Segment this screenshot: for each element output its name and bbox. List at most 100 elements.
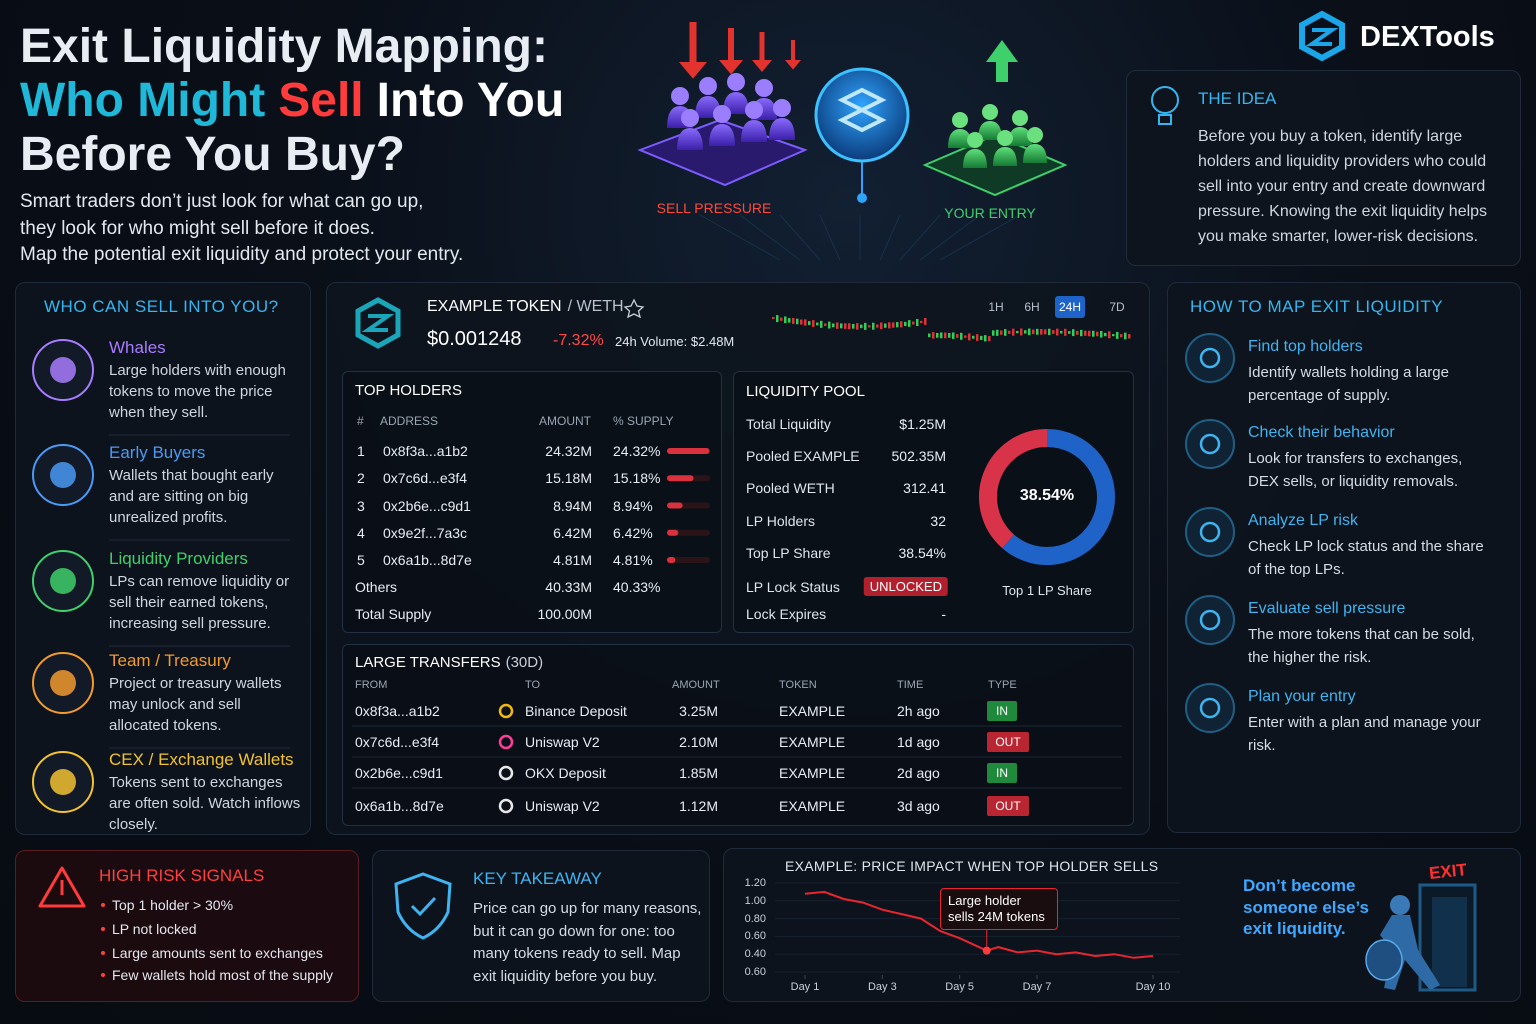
grid-deco (819, 214, 841, 261)
sparkline-candle (980, 335, 983, 340)
y-tick-label: 0.60 (744, 966, 766, 978)
sparkline-candle (1076, 330, 1079, 335)
token-name: EXAMPLE TOKEN (427, 298, 562, 315)
timeframe-button[interactable]: 6H (1024, 300, 1040, 314)
step-icon (1185, 595, 1235, 645)
y-tick-label: 1.00 (744, 894, 766, 907)
sparkline-candle (1120, 334, 1123, 338)
sparkline-candle (812, 320, 815, 327)
transfer-amount: 1.85M (679, 765, 718, 781)
lock-badge: UNLOCKED (863, 577, 948, 596)
sparkline-candle (1080, 329, 1083, 337)
seller-icon-core (50, 568, 76, 594)
panel-title: HOW TO MAP EXIT LIQUIDITY (1190, 297, 1444, 316)
holder-rank: 4 (357, 524, 365, 541)
idea-title: THE IDEA (1198, 89, 1277, 108)
column-header: % SUPPLY (613, 414, 674, 428)
pool-label: Pooled EXAMPLE (746, 448, 860, 464)
arrow-shaft (996, 62, 1008, 82)
transfer-time: 2h ago (897, 703, 940, 719)
sparkline-candle (984, 335, 987, 342)
price-line (804, 890, 1154, 959)
transfer-token: EXAMPLE (779, 798, 846, 814)
person (727, 73, 745, 91)
seller-name: Liquidity Providers (109, 549, 248, 568)
pool-value: 38.54% (898, 545, 946, 561)
donut-caption: Top 1 LP Share (1002, 583, 1092, 598)
holder-address: 0x8f3a...a1b2 (383, 443, 468, 459)
seller-icon-core (50, 462, 76, 488)
sparkline-candle (852, 323, 855, 329)
type-badge: IN (987, 701, 1017, 721)
intro-line: they look for who might sell before it d… (20, 217, 375, 239)
holder-supply: 8.94% (613, 497, 653, 514)
column-header: # (357, 414, 364, 428)
arrow-head (986, 40, 1018, 62)
token-name-row: EXAMPLE TOKEN / WETH (427, 298, 630, 316)
box-title: LARGE TRANSFERS (30D) (355, 654, 548, 671)
holder-rank: 1 (357, 443, 365, 459)
type-badge: IN (987, 763, 1017, 783)
timeframe-button[interactable]: 24H (1055, 296, 1085, 318)
y-tick-label: 0.40 (744, 948, 766, 961)
holder-amount: 24.32M (545, 443, 592, 459)
annotation-text: sells 24M tokens (948, 909, 1045, 924)
bar-track (667, 557, 710, 563)
step-text: Check LP lock status and the share of th… (1248, 538, 1484, 578)
pool-label: LP Holders (746, 513, 816, 529)
bullet (101, 903, 105, 907)
money-bag (1365, 939, 1403, 981)
step-title: Plan your entry (1248, 688, 1356, 705)
step-icon-core (1199, 609, 1221, 631)
sparkline-candle (1116, 331, 1119, 339)
venue-icon (498, 765, 514, 781)
person (745, 101, 763, 119)
supply-bar (667, 529, 679, 536)
sparkline-candle (1088, 330, 1091, 337)
holder-amount: 8.94M (553, 497, 592, 514)
arrow-shaft (728, 28, 734, 60)
person (952, 112, 968, 128)
sparkline-candle (1104, 332, 1107, 337)
shield-check (410, 896, 437, 917)
transfer-token: EXAMPLE (779, 703, 846, 719)
title-part: Sell (278, 74, 364, 127)
annotation-box: Large holder sells 24M tokens (940, 888, 1058, 930)
hero-label: YOUR ENTRY (944, 205, 1036, 221)
sparkline-candle (840, 323, 843, 329)
timeframe-button[interactable]: 1H (988, 300, 1004, 314)
sparkline-candle (928, 333, 931, 338)
sparkline-candle (864, 322, 867, 330)
seller-name: Whales (109, 338, 166, 357)
y-tick-label: 0.80 (744, 912, 766, 925)
bullet (101, 973, 105, 977)
person (1008, 127, 1032, 146)
sparkline-candle (1028, 328, 1031, 336)
title-line: Before You Buy? (20, 128, 405, 181)
brand-logo (1305, 28, 1339, 46)
favorite-star[interactable] (623, 298, 645, 319)
sparkline-candle (896, 322, 899, 328)
timeframe-button[interactable]: 7D (1109, 300, 1125, 314)
coin-logo (837, 87, 887, 133)
person (769, 118, 795, 140)
sparkline-candle (796, 318, 799, 325)
sparkline-candle (780, 317, 783, 321)
sparkline-candle (1128, 334, 1131, 339)
person (993, 147, 1017, 166)
step-icon-core (1199, 697, 1221, 719)
sparkline-candle (960, 332, 963, 340)
person (741, 120, 767, 142)
holder-total: Total Supply (355, 606, 432, 622)
x-tick-label: Day 1 (790, 981, 820, 993)
title-part: Into You (376, 74, 565, 127)
sparkline-candle (964, 335, 967, 338)
sparkline-candle (868, 325, 871, 328)
sparkline-candle (904, 321, 907, 327)
sparkline-candle (932, 332, 935, 339)
pin-dot (857, 193, 867, 203)
seller-icon-core (50, 769, 76, 795)
sparkline-candle (912, 321, 915, 325)
risk-item: LP not locked (112, 921, 197, 937)
sparkline-candle (1092, 330, 1095, 337)
